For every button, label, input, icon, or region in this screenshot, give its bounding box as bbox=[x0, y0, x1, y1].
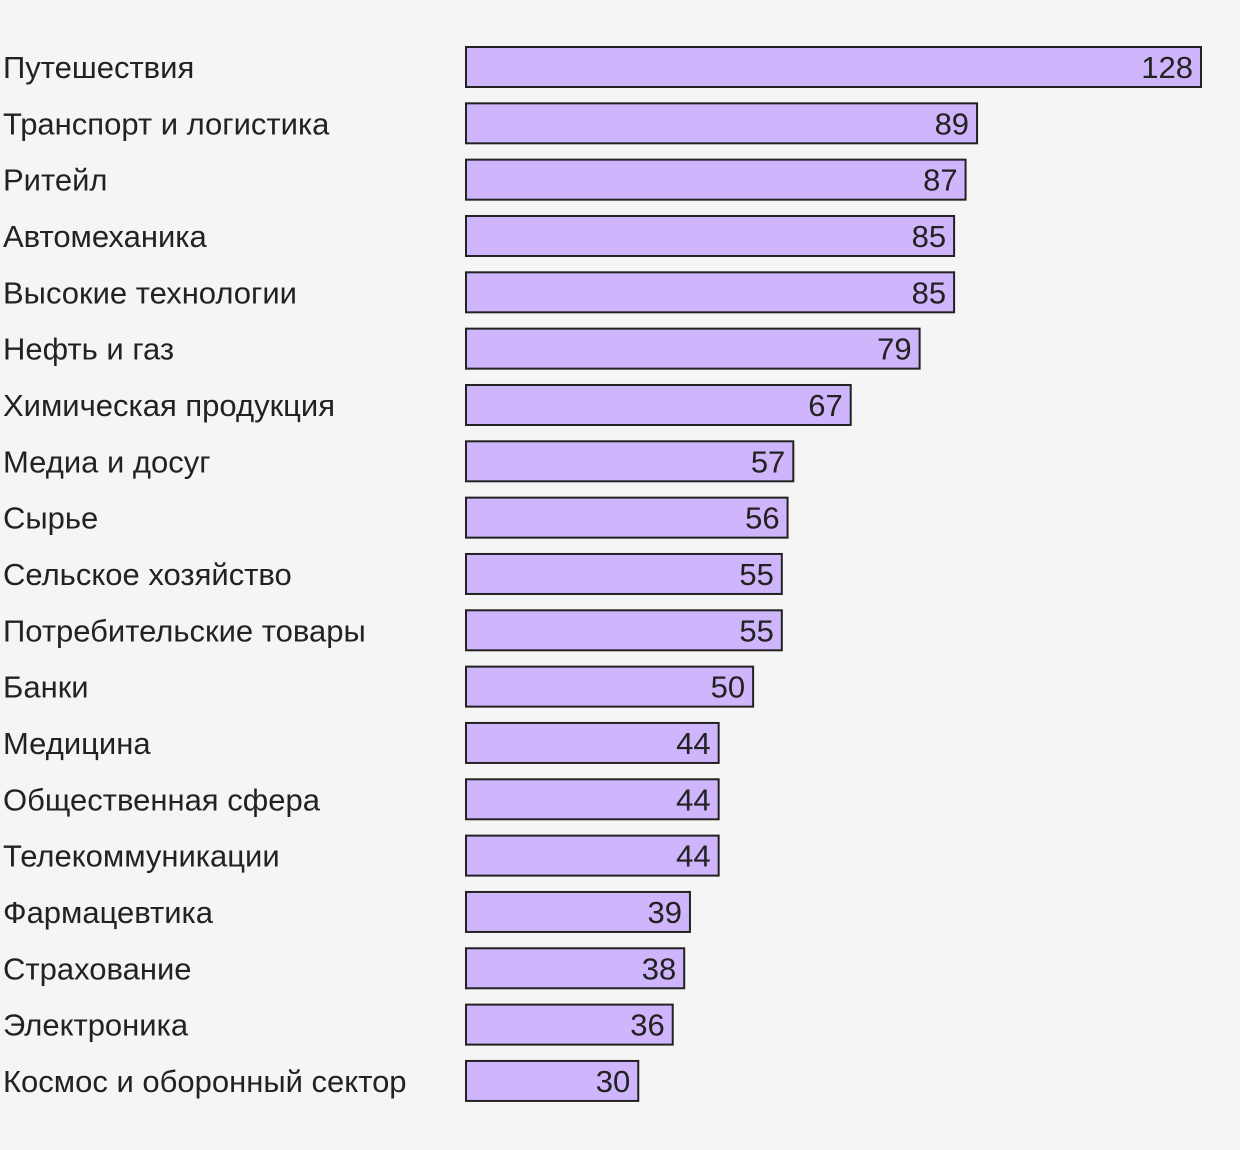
bar bbox=[465, 46, 1202, 88]
value-label: 56 bbox=[745, 501, 779, 536]
value-label: 67 bbox=[808, 388, 842, 423]
category-label: Химическая продукция bbox=[3, 388, 335, 423]
value-label: 30 bbox=[596, 1064, 630, 1099]
value-label: 57 bbox=[751, 444, 785, 479]
category-label: Автомеханика bbox=[3, 219, 207, 254]
bar bbox=[465, 721, 720, 764]
value-label: 38 bbox=[642, 951, 676, 986]
value-label: 128 bbox=[1141, 50, 1193, 85]
category-label: Телекоммуникации bbox=[3, 839, 280, 874]
category-label: Медиа и досуг bbox=[3, 444, 211, 479]
bar bbox=[465, 440, 795, 483]
value-label: 79 bbox=[877, 332, 911, 367]
bar bbox=[465, 158, 967, 201]
category-label: Космос и оборонный сектор bbox=[3, 1064, 407, 1099]
value-label: 89 bbox=[935, 106, 969, 141]
category-label: Нефть и газ bbox=[3, 332, 174, 367]
bar bbox=[465, 1003, 674, 1046]
value-label: 39 bbox=[647, 895, 681, 930]
bar bbox=[465, 102, 979, 145]
category-label: Ритейл bbox=[3, 163, 108, 198]
category-label: Общественная сфера bbox=[3, 782, 321, 817]
bar bbox=[465, 383, 852, 426]
value-label: 85 bbox=[912, 219, 946, 254]
bar bbox=[465, 271, 956, 314]
category-label: Сырье bbox=[3, 501, 98, 536]
value-label: 50 bbox=[711, 670, 745, 705]
bar bbox=[465, 609, 783, 652]
category-label: Потребительские товары bbox=[3, 613, 366, 648]
bar bbox=[465, 778, 720, 821]
value-label: 44 bbox=[676, 726, 710, 761]
bar bbox=[465, 665, 755, 708]
bar bbox=[465, 834, 720, 877]
bar bbox=[465, 947, 686, 990]
category-label: Банки bbox=[3, 670, 89, 705]
category-label: Путешествия bbox=[3, 50, 194, 85]
category-label: Медицина bbox=[3, 726, 151, 761]
category-label: Высокие технологии bbox=[3, 275, 297, 310]
bar bbox=[465, 552, 783, 595]
value-label: 44 bbox=[676, 782, 710, 817]
category-label: Электроника bbox=[3, 1008, 189, 1043]
value-label: 55 bbox=[739, 613, 773, 648]
value-label: 36 bbox=[630, 1008, 664, 1043]
value-label: 87 bbox=[923, 163, 957, 198]
bar bbox=[465, 327, 921, 370]
value-label: 85 bbox=[912, 275, 946, 310]
category-label: Транспорт и логистика bbox=[3, 106, 330, 141]
value-label: 55 bbox=[739, 557, 773, 592]
category-label: Сельское хозяйство bbox=[3, 557, 292, 592]
bar bbox=[465, 214, 956, 257]
category-label: Страхование bbox=[3, 951, 192, 986]
bar bbox=[465, 496, 789, 539]
bar bbox=[465, 1059, 640, 1102]
value-label: 44 bbox=[676, 839, 710, 874]
category-label: Фармацевтика bbox=[3, 895, 214, 930]
bar bbox=[465, 890, 691, 933]
